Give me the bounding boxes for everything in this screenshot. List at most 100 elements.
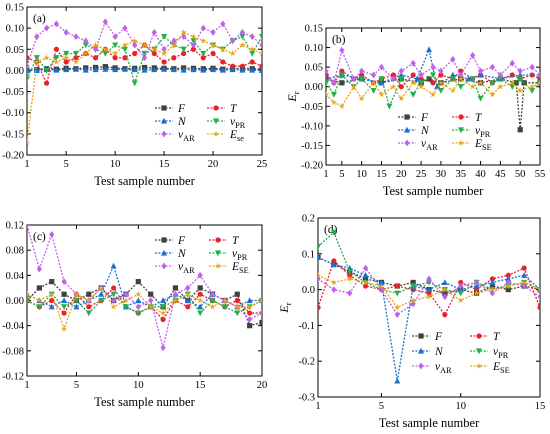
- data-point: [470, 52, 476, 59]
- data-point: [141, 54, 148, 62]
- data-point: [111, 50, 119, 57]
- legend-label: vPR: [493, 346, 509, 360]
- data-point: [53, 58, 60, 65]
- data-point: [148, 297, 154, 304]
- legend-label: T: [475, 112, 483, 124]
- y-tick-label: -0.12: [2, 372, 24, 383]
- data-point: [27, 76, 30, 83]
- data-point: [63, 50, 70, 57]
- x-tick-label: 1: [24, 380, 29, 391]
- data-point: [362, 283, 369, 289]
- data-point: [73, 290, 80, 298]
- data-point: [197, 303, 204, 310]
- data-point: [132, 50, 138, 57]
- data-point: [61, 291, 67, 297]
- data-point: [536, 286, 540, 293]
- data-point: [528, 83, 536, 90]
- data-point: [537, 71, 540, 79]
- data-point: [190, 41, 197, 49]
- data-point: [210, 28, 216, 36]
- x-tick-label: 5: [339, 169, 344, 180]
- data-point: [147, 303, 155, 310]
- data-point: [229, 66, 236, 73]
- data-point: [497, 71, 503, 79]
- data-point: [53, 20, 59, 28]
- data-point: [122, 297, 130, 304]
- legend-label: F: [420, 112, 429, 124]
- y-tick-label: -0.1: [298, 321, 315, 332]
- data-point: [442, 293, 448, 301]
- data-point: [537, 304, 540, 311]
- data-point: [326, 91, 330, 98]
- x-tick-label: 20: [396, 169, 407, 180]
- data-point: [394, 377, 401, 384]
- series-var: [326, 46, 540, 87]
- x-tick-label: 25: [257, 159, 268, 170]
- data-point: [110, 303, 117, 310]
- series-line: [27, 286, 262, 331]
- data-point: [63, 59, 69, 65]
- data-point: [85, 297, 93, 304]
- data-point: [259, 309, 262, 317]
- legend-marker: [213, 105, 219, 111]
- data-point: [27, 138, 31, 146]
- plot-frame: [325, 27, 541, 166]
- series-f: [27, 279, 262, 329]
- data-point: [331, 79, 337, 87]
- data-point: [509, 59, 515, 67]
- data-point: [210, 66, 217, 73]
- data-point: [497, 76, 504, 83]
- y-tick-label: 0.15: [6, 3, 24, 14]
- y-tick-label: 0.08: [6, 246, 24, 257]
- x-tick-label: 40: [475, 169, 486, 180]
- y-tick-label: 0.04: [6, 271, 25, 282]
- legend-marker: [458, 114, 464, 120]
- series-line: [27, 31, 262, 143]
- data-point: [489, 91, 496, 98]
- y-tick-label: 0.00: [305, 82, 323, 93]
- data-point: [249, 59, 255, 65]
- data-point: [410, 300, 416, 308]
- data-point: [339, 80, 345, 86]
- data-point: [135, 310, 142, 317]
- data-point: [537, 293, 540, 301]
- panel-label: (b): [332, 34, 346, 46]
- data-point: [72, 50, 79, 57]
- x-tick-label: 10: [455, 401, 466, 412]
- legend-label: T: [230, 103, 238, 115]
- data-point: [82, 42, 89, 49]
- data-point: [85, 310, 92, 317]
- data-point: [418, 71, 424, 79]
- data-point: [197, 271, 203, 279]
- data-point: [477, 79, 484, 86]
- data-point: [418, 76, 424, 82]
- series-line: [27, 225, 262, 348]
- data-point: [426, 76, 432, 82]
- data-point: [441, 279, 448, 286]
- data-point: [180, 66, 187, 73]
- y-tick-label: -0.15: [301, 141, 323, 152]
- data-point: [135, 297, 142, 304]
- data-point: [190, 66, 197, 73]
- data-point: [521, 272, 528, 278]
- data-point: [410, 91, 417, 98]
- x-tick-label: 20: [257, 380, 268, 391]
- data-point: [48, 290, 56, 298]
- legend-marker: [215, 237, 221, 243]
- data-point: [161, 45, 167, 53]
- data-point: [61, 310, 67, 316]
- data-point: [326, 72, 329, 78]
- data-point: [489, 283, 496, 289]
- data-point: [172, 290, 179, 298]
- data-point: [27, 55, 30, 61]
- data-point: [418, 80, 425, 86]
- legend-label: vPR: [230, 116, 246, 130]
- data-point: [489, 276, 496, 282]
- legend-marker: [404, 126, 410, 133]
- y-tick-label: -0.3: [298, 393, 315, 404]
- series-ese: [27, 284, 262, 332]
- data-point: [508, 79, 516, 86]
- series-n: [27, 65, 262, 74]
- x-tick-label: 5: [64, 159, 69, 170]
- data-point: [49, 231, 55, 238]
